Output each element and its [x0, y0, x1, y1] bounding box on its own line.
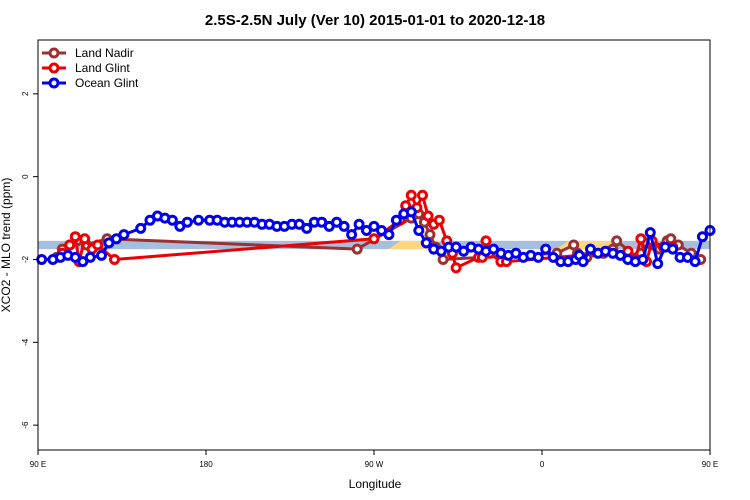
data-point-0-27 — [665, 233, 677, 245]
y-axis: 2 0 -2 -4 -6 — [21, 91, 38, 429]
x-tick-label-1: 180 — [199, 460, 213, 469]
data-point-2-80 — [652, 258, 664, 270]
data-point-1-13 — [417, 189, 428, 201]
data-point-1-6 — [92, 239, 104, 251]
data-point-0-6 — [351, 243, 363, 255]
legend-marker-0 — [48, 47, 60, 59]
data-point-2-48 — [420, 237, 432, 249]
data-point-2-47 — [413, 225, 425, 236]
legend-label-1: Land Glint — [75, 61, 130, 75]
data-point-2-39 — [353, 218, 365, 230]
data-point-2-70 — [577, 256, 589, 268]
x-axis: 90 E 180 90 W 0 90 E — [30, 450, 718, 469]
y-tick-label-3: -4 — [21, 338, 30, 346]
y-tick-label-2: -2 — [21, 255, 30, 263]
series-2 — [36, 206, 716, 270]
y-tick-label-4: -6 — [21, 421, 30, 429]
legend-label-2: Ocean Glint — [75, 76, 139, 90]
y-axis-label: XCO2 - MLO trend (ppm) — [0, 178, 13, 313]
legend-label-0: Land Nadir — [75, 46, 134, 60]
data-point-1-16 — [433, 214, 445, 226]
data-point-2-85 — [689, 256, 701, 268]
data-point-1-11 — [405, 189, 417, 201]
x-tick-label-3: 0 — [540, 460, 545, 469]
data-point-1-7 — [109, 254, 120, 265]
data-point-0-11 — [424, 229, 436, 241]
data-point-0-15 — [568, 239, 580, 251]
data-point-2-38 — [346, 229, 358, 241]
data-point-2-6 — [84, 251, 96, 263]
data-point-2-46 — [405, 206, 417, 218]
data-point-1-19 — [450, 262, 462, 274]
chart-title: 2.5S-2.5N July (Ver 10) 2015-01-01 to 20… — [205, 12, 545, 29]
data-point-2-82 — [667, 243, 679, 255]
x-tick-label-0: 90 E — [30, 460, 46, 469]
data-point-0-20 — [611, 235, 623, 247]
data-point-1-28 — [635, 233, 647, 245]
data-point-1-2 — [69, 231, 81, 243]
data-point-2-7 — [96, 249, 107, 261]
data-point-1-14 — [422, 210, 434, 222]
data-point-2-78 — [637, 254, 649, 265]
y-tick-label-0: 2 — [21, 91, 30, 96]
data-point-2-15 — [166, 214, 178, 226]
band-bar — [38, 240, 710, 250]
data-point-1-22 — [480, 235, 492, 247]
legend-marker-2 — [48, 77, 60, 89]
data-point-2-64 — [540, 243, 552, 255]
data-point-1-4 — [79, 233, 91, 245]
series-layer — [36, 189, 716, 274]
data-point-2-10 — [118, 229, 130, 241]
data-point-2-18 — [193, 214, 204, 226]
data-point-2-63 — [532, 251, 544, 263]
data-point-2-17 — [181, 216, 193, 228]
data-point-2-37 — [338, 220, 350, 232]
data-point-0-13 — [437, 254, 449, 265]
data-point-2-79 — [644, 227, 656, 239]
x-tick-label-2: 90 W — [365, 460, 384, 469]
y-tick-label-1: 0 — [21, 174, 30, 179]
data-point-2-44 — [390, 214, 402, 226]
data-point-1-8 — [368, 233, 380, 245]
x-tick-label-4: 90 E — [702, 460, 718, 469]
legend-marker-1 — [48, 62, 60, 74]
data-point-1-1 — [64, 239, 76, 251]
data-point-2-43 — [383, 229, 395, 241]
x-axis-label: Longitude — [349, 477, 402, 491]
data-point-2-11 — [135, 222, 147, 234]
data-point-2-86 — [697, 231, 708, 243]
data-point-2-0 — [36, 254, 48, 265]
data-point-2-32 — [301, 222, 313, 234]
